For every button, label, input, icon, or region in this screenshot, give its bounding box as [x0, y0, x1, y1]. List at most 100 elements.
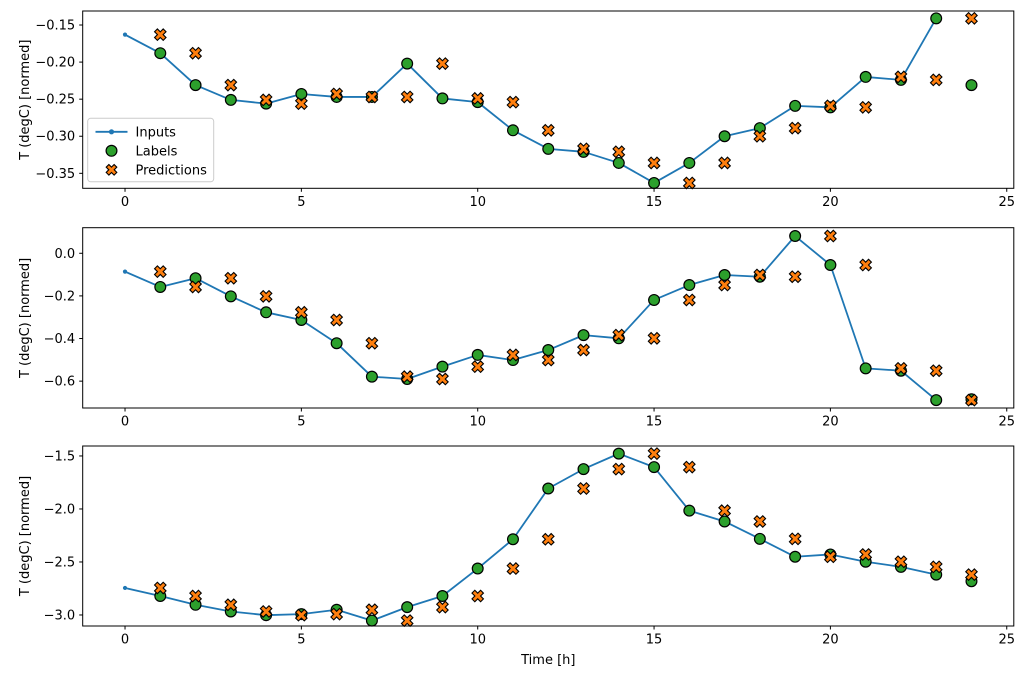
- y-tick-label: −0.30: [35, 130, 75, 145]
- prediction-marker: [259, 289, 273, 303]
- label-marker: [506, 124, 519, 137]
- label-marker: [859, 362, 872, 375]
- prediction-marker: [788, 270, 802, 284]
- prediction-marker: [718, 504, 732, 518]
- prediction-marker: [541, 353, 555, 367]
- y-tick-label: −0.4: [44, 332, 76, 347]
- prediction-marker: [682, 460, 696, 474]
- legend-entry-predictions: Predictions: [105, 163, 207, 178]
- label-marker: [789, 99, 802, 112]
- prediction-marker: [894, 70, 908, 84]
- x-tick-label: 10: [469, 195, 486, 210]
- series-predictions: [153, 447, 978, 628]
- prediction-marker: [718, 156, 732, 170]
- prediction-marker: [894, 361, 908, 375]
- y-tick-label: −1.5: [44, 449, 76, 464]
- x-tick-label: 15: [646, 415, 663, 430]
- prediction-marker: [647, 331, 661, 345]
- label-marker: [648, 461, 661, 474]
- label-marker: [930, 394, 943, 407]
- prediction-marker: [189, 589, 203, 603]
- prediction-marker: [189, 280, 203, 294]
- label-marker: [224, 93, 237, 106]
- y-axis-label: T (degC) [normed]: [18, 476, 33, 597]
- prediction-marker: [577, 343, 591, 357]
- label-marker: [295, 87, 308, 100]
- prediction-marker: [224, 271, 238, 285]
- legend-box: [87, 117, 215, 183]
- x-tick-label: 0: [121, 633, 129, 648]
- prediction-marker: [330, 87, 344, 101]
- prediction-marker: [541, 123, 555, 137]
- label-marker: [753, 532, 766, 545]
- label-marker: [471, 562, 484, 575]
- prediction-marker: [859, 258, 873, 272]
- series-predictions: [153, 229, 978, 407]
- label-marker: [365, 370, 378, 383]
- label-marker: [648, 293, 661, 306]
- prediction-marker: [682, 293, 696, 307]
- prediction-marker: [753, 129, 767, 143]
- prediction-marker: [788, 532, 802, 546]
- prediction-marker: [577, 142, 591, 156]
- axes-spines: [82, 445, 1015, 627]
- prediction-marker: [400, 90, 414, 104]
- series-inputs: [122, 16, 939, 186]
- label-marker: [154, 280, 167, 293]
- axes-spines: [82, 227, 1015, 409]
- y-tick-label: −0.35: [35, 167, 75, 182]
- y-tick-label: −0.6: [44, 375, 76, 390]
- legend-label: Inputs: [136, 125, 177, 140]
- label-marker: [612, 447, 625, 460]
- inputs-point-marker: [122, 32, 128, 37]
- x-tick-label: 0: [121, 415, 129, 430]
- prediction-marker: [647, 447, 661, 461]
- prediction-marker: [859, 547, 873, 561]
- series-labels: [154, 447, 978, 627]
- prediction-marker: [647, 156, 661, 170]
- prediction-marker: [294, 97, 308, 111]
- series-inputs: [122, 233, 939, 403]
- prediction-marker: [400, 370, 414, 384]
- prediction-marker: [929, 560, 943, 574]
- prediction-marker: [823, 229, 837, 243]
- label-marker: [436, 589, 449, 602]
- label-marker: [436, 360, 449, 373]
- prediction-marker: [823, 99, 837, 113]
- inputs-point-marker: [122, 269, 128, 274]
- label-marker: [401, 601, 414, 614]
- inputs-line: [124, 17, 937, 184]
- series-inputs: [122, 451, 939, 623]
- prediction-marker: [753, 514, 767, 528]
- x-tick-label: 5: [297, 195, 305, 210]
- inputs-line: [124, 235, 937, 401]
- subplot-2: 0 5 10 15 20 25 0.0 −0.2 −0.4 −0.6 T (degC) [norme…: [18, 227, 1015, 430]
- prediction-marker: [330, 313, 344, 327]
- prediction-marker: [964, 11, 978, 25]
- prediction-marker: [929, 364, 943, 378]
- prediction-marker: [612, 462, 626, 476]
- label-marker: [542, 344, 555, 357]
- x-tick-label: 20: [822, 633, 839, 648]
- prediction-marker: [435, 57, 449, 71]
- label-marker: [506, 533, 519, 546]
- label-marker: [718, 515, 731, 528]
- x-tick-label: 5: [297, 415, 305, 430]
- prediction-marker: [718, 278, 732, 292]
- label-marker: [612, 156, 625, 169]
- legend-x-cross-icon: [105, 163, 118, 176]
- x-tick-label: 10: [469, 633, 486, 648]
- prediction-marker: [506, 562, 520, 576]
- prediction-marker: [929, 73, 943, 87]
- prediction-marker: [612, 145, 626, 159]
- legend-entry-inputs: Inputs: [95, 125, 177, 140]
- label-marker: [718, 130, 731, 143]
- prediction-marker: [823, 550, 837, 564]
- prediction-marker: [259, 93, 273, 107]
- y-tick-label: −0.15: [35, 19, 75, 34]
- x-tick-label: 15: [646, 633, 663, 648]
- prediction-marker: [612, 328, 626, 342]
- prediction-marker: [788, 121, 802, 135]
- prediction-marker: [894, 555, 908, 569]
